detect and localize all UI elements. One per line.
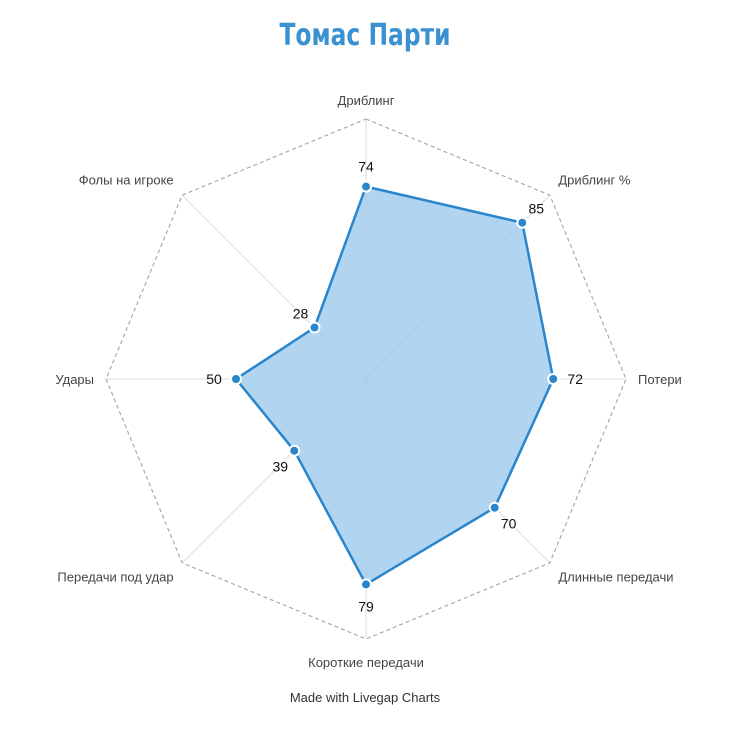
chart-title: Томас Парти <box>279 18 451 53</box>
radar-point[interactable] <box>488 501 501 514</box>
radar-outer-grid <box>105 118 627 640</box>
radar-point[interactable] <box>288 444 301 457</box>
radar-axis-label: Удары <box>55 372 94 387</box>
radar-point[interactable] <box>230 373 242 385</box>
radar-data-label: 70 <box>501 516 517 532</box>
radar-data-label: 72 <box>567 371 583 387</box>
radar-axis-label: Дриблинг % <box>558 173 631 188</box>
radar-axis-label: Длинные передачи <box>558 569 673 584</box>
radar-data-label: 28 <box>293 306 309 322</box>
radar-axis-label: Передачи под удар <box>57 569 173 584</box>
radar-axis-labels: Дриблинг Дриблинг % Потери Длинные передачи… <box>55 93 681 670</box>
radar-axis-label: Дриблинг <box>338 93 395 108</box>
radar-data-label: 74 <box>358 159 374 175</box>
radar-data-labels: 74 85 72 70 79 39 50 28 <box>206 159 583 615</box>
radar-axis-label: Потери <box>638 372 682 387</box>
radar-axis-label: Короткие передачи <box>308 655 424 670</box>
radar-data-label: 85 <box>528 201 544 217</box>
radar-axis-label: Фолы на игроке <box>79 173 174 188</box>
radar-point[interactable] <box>360 180 372 193</box>
footer-credit: Made with Livegap Charts <box>289 690 441 705</box>
radar-data-label: 79 <box>358 598 374 614</box>
radar-point[interactable] <box>547 373 560 385</box>
radar-series <box>230 180 560 591</box>
radar-data-label: 39 <box>273 459 289 475</box>
radar-point[interactable] <box>516 216 529 229</box>
radar-point[interactable] <box>360 578 372 591</box>
radar-data-label: 50 <box>206 371 222 387</box>
radar-point[interactable] <box>308 321 321 334</box>
